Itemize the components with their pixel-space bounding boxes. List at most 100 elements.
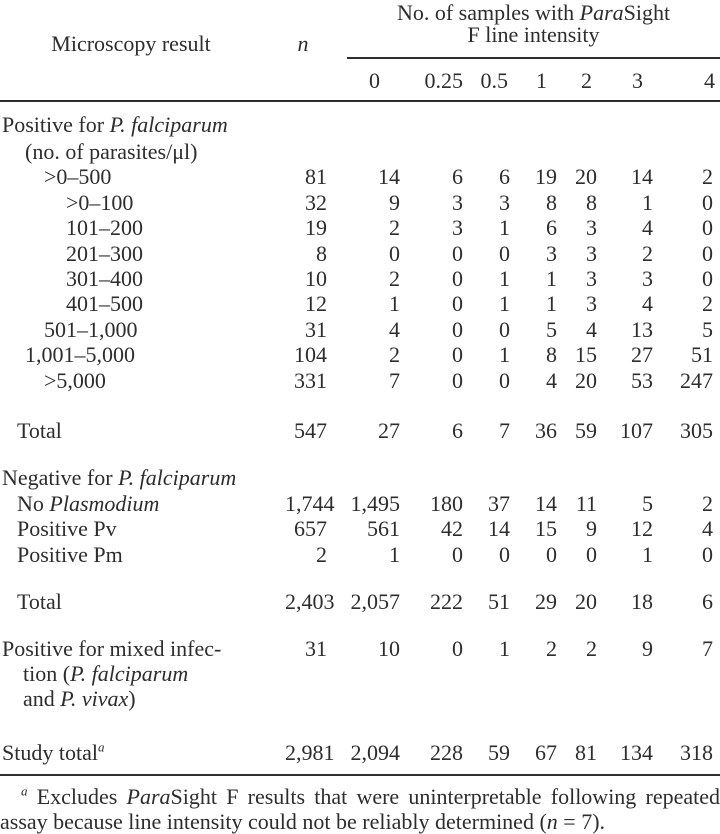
spacer-row: [0, 712, 720, 740]
cell-intensity-0.25: [400, 139, 463, 164]
table-row: 201–300 8 0 0 0 3 3 2 0: [0, 241, 720, 266]
cell-intensity-0.25: 3: [452, 189, 463, 215]
cell-intensity-0.25: 180: [430, 490, 463, 516]
cell-intensity-3: [597, 111, 653, 139]
col-header-intensity-0.5: 0.5: [463, 62, 510, 102]
cell-intensity-0.25: 0: [452, 240, 463, 266]
cell-intensity-0.25: 0: [452, 367, 463, 393]
row-label: Positive for mixed infec-tion (P. falcip…: [0, 636, 285, 712]
col-header-microscopy-result: Microscopy result: [0, 0, 285, 102]
cell-intensity-0.5: 0: [499, 367, 510, 393]
cell-n: 81: [305, 164, 327, 190]
cell-intensity-0.25: 0: [452, 635, 463, 661]
cell-intensity-0.5: 14: [488, 516, 510, 542]
cell-n: 2: [316, 541, 327, 567]
row-label: 101–200: [0, 215, 285, 240]
row-label: Negative for P. falciparum: [0, 465, 285, 490]
cell-intensity-0.25: 42: [441, 516, 463, 542]
cell-n: [285, 111, 327, 139]
cell-intensity-4: [653, 139, 720, 164]
cell-intensity-0.5: 1: [499, 342, 510, 368]
cell-intensity-4: 305: [680, 418, 714, 444]
cell-intensity-0.25: 0: [452, 342, 463, 368]
cell-intensity-2: 20: [575, 367, 597, 393]
table-row: Negative for P. falciparum: [0, 465, 720, 490]
cell-n: 547: [294, 418, 327, 444]
table-row: (no. of parasites/μl): [0, 139, 720, 164]
table-row: 401–500 12 1 0 1 1 3 4 2: [0, 291, 720, 316]
cell-intensity-0.5: [463, 111, 510, 139]
row-label-line: Total: [17, 418, 62, 444]
table-row: Positive for mixed infec-tion (P. falcip…: [0, 636, 720, 712]
cell-intensity-4: 4: [702, 516, 714, 542]
row-label-line: tion (P. falciparum: [23, 660, 189, 686]
parasight-intensity-table: Microscopy result n No. of samples with …: [0, 0, 720, 777]
table-header: Microscopy result n No. of samples with …: [0, 0, 720, 102]
cell-intensity-3: 4: [642, 215, 653, 241]
cell-intensity-0.25: 228: [430, 739, 463, 765]
cell-intensity-1: [510, 465, 557, 490]
cell-intensity-4: 7: [702, 635, 714, 661]
col-header-intensity-0: 0: [327, 62, 400, 102]
cell-intensity-0.25: 6: [452, 164, 463, 190]
cell-intensity-3: 27: [631, 342, 653, 368]
cell-intensity-0.5: 1: [499, 266, 510, 292]
cell-intensity-1: [510, 111, 557, 139]
col-group-header-parasight: No. of samples with ParaSight F line inte…: [327, 0, 720, 62]
col-header-intensity-1: 1: [510, 62, 557, 102]
row-label: Positive Pm: [0, 542, 285, 567]
cell-intensity-3: 9: [642, 635, 653, 661]
row-label: >0–500: [0, 164, 285, 189]
cell-intensity-2: 59: [575, 418, 597, 444]
cell-intensity-3: 107: [620, 418, 653, 444]
cell-intensity-0.25: [400, 465, 463, 490]
row-label: (no. of parasites/μl): [0, 139, 285, 164]
row-label-line: and P. vivax): [23, 686, 136, 712]
cell-intensity-4: [653, 111, 720, 139]
cell-intensity-2: 20: [575, 164, 597, 190]
table-row: Positive Pm 2 1 0 0 0 0 1 0: [0, 542, 720, 567]
cell-intensity-2: 11: [575, 490, 597, 516]
cell-intensity-1: 5: [546, 316, 557, 342]
cell-n: 657: [294, 516, 327, 542]
cell-intensity-0: 0: [389, 240, 400, 266]
cell-intensity-0.5: 59: [488, 739, 510, 765]
cell-n: 31: [305, 316, 327, 342]
footnote-line: a Excludes ParaSight F results that were…: [21, 783, 720, 810]
row-label-line: Positive Pm: [17, 541, 123, 567]
cell-intensity-4: 51: [691, 342, 714, 368]
cell-n: 12: [305, 291, 327, 317]
cell-n: [285, 139, 327, 164]
table-row: 501–1,000 31 4 0 0 5 4 13 5: [0, 317, 720, 342]
row-label: No Plasmodium: [0, 491, 285, 516]
col-header-intensity-3: 3: [597, 62, 653, 102]
cell-n: 31: [305, 635, 327, 661]
cell-intensity-3: 3: [642, 266, 653, 292]
row-label: >0–100: [0, 190, 285, 215]
row-label-line: (no. of parasites/μl): [25, 139, 198, 164]
cell-n: 2,403: [285, 589, 335, 615]
cell-intensity-1: 1: [546, 266, 557, 292]
cell-intensity-1: 4: [546, 367, 557, 393]
cell-intensity-0.5: 1: [499, 291, 510, 317]
row-label: Positive for P. falciparum: [0, 111, 285, 139]
col-header-intensity-2: 2: [557, 62, 597, 102]
row-label: Total: [0, 418, 285, 443]
cell-intensity-3: [597, 465, 653, 490]
cell-intensity-3: 12: [631, 516, 653, 542]
cell-intensity-0.5: 0: [499, 240, 510, 266]
cell-intensity-0: 2: [389, 342, 400, 368]
row-label-line: No Plasmodium: [17, 490, 160, 516]
cell-intensity-4: 247: [680, 367, 714, 393]
cell-intensity-2: 15: [575, 342, 597, 368]
table-body: Positive for P. falciparum (no. of parasi…: [0, 101, 720, 777]
cell-intensity-2: 3: [586, 215, 597, 241]
cell-intensity-2: 81: [575, 739, 597, 765]
cell-n: 8: [316, 240, 327, 266]
spacer-row: [0, 443, 720, 465]
row-label-line: 401–500: [66, 291, 143, 317]
cell-intensity-3: 14: [631, 164, 653, 190]
cell-intensity-3: 2: [642, 240, 653, 266]
cell-intensity-0.5: 1: [499, 215, 510, 241]
cell-intensity-2: [557, 465, 597, 490]
